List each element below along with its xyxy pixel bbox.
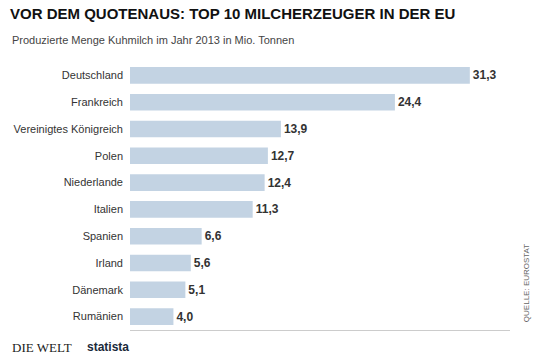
svg-text:Produzierte Menge Kuhmilch im: Produzierte Menge Kuhmilch im Jahr 2013 …: [12, 34, 294, 46]
svg-text:12,7: 12,7: [271, 149, 295, 163]
svg-text:Polen: Polen: [95, 150, 123, 162]
svg-text:VOR DEM QUOTENAUS: TOP 10 MILC: VOR DEM QUOTENAUS: TOP 10 MILCHERZEUGER …: [10, 5, 455, 22]
svg-text:4,0: 4,0: [176, 310, 193, 324]
svg-text:statista: statista: [87, 340, 129, 354]
svg-text:DIE WELT: DIE WELT: [12, 340, 72, 355]
svg-text:Italien: Italien: [94, 203, 123, 215]
svg-text:6,6: 6,6: [205, 229, 222, 243]
svg-text:5,6: 5,6: [194, 256, 211, 270]
svg-text:5,1: 5,1: [188, 283, 205, 297]
svg-text:31,3: 31,3: [473, 68, 497, 82]
svg-text:11,3: 11,3: [256, 202, 279, 216]
svg-text:13,9: 13,9: [284, 122, 308, 136]
svg-text:Rumänien: Rumänien: [73, 310, 123, 322]
svg-text:QUELLE: EUROSTAT: QUELLE: EUROSTAT: [522, 244, 531, 323]
svg-text:12,4: 12,4: [268, 176, 292, 190]
svg-text:Vereinigtes Königreich: Vereinigtes Königreich: [14, 123, 123, 135]
svg-text:Irland: Irland: [95, 257, 123, 269]
svg-text:Spanien: Spanien: [83, 230, 123, 242]
svg-text:Deutschland: Deutschland: [62, 69, 123, 81]
svg-text:24,4: 24,4: [398, 95, 422, 109]
svg-text:Niederlande: Niederlande: [64, 176, 123, 188]
svg-text:Frankreich: Frankreich: [71, 96, 123, 108]
svg-text:Dänemark: Dänemark: [72, 284, 123, 296]
